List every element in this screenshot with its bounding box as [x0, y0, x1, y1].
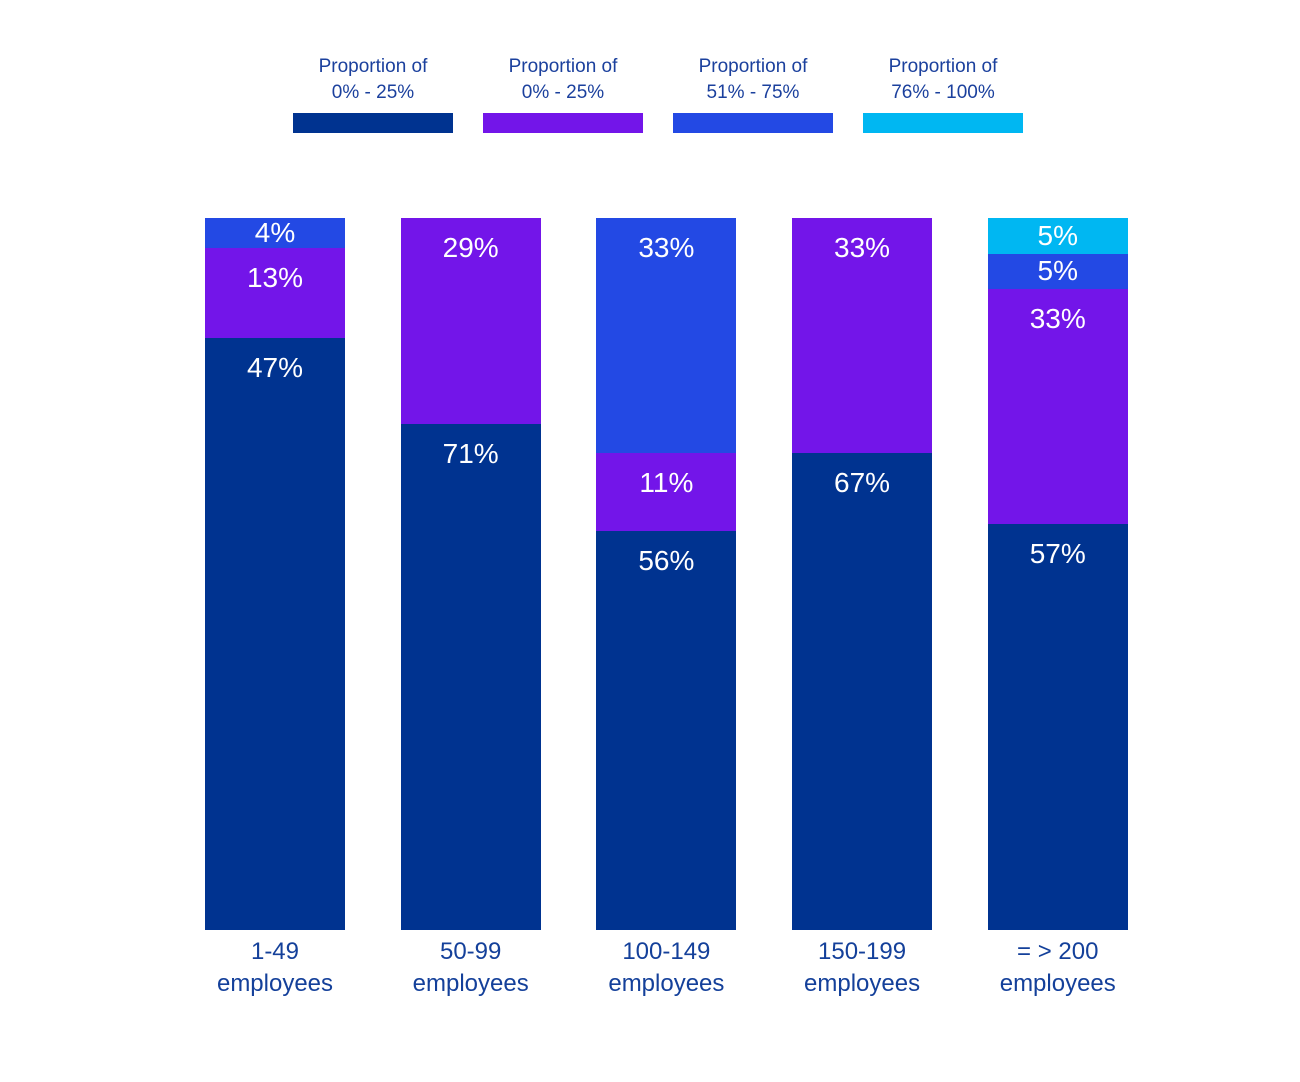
legend-label-line2: 0% - 25%: [331, 82, 415, 104]
bar-segment: 5%: [987, 253, 1128, 290]
legend: Proportion of 0% - 25% Proportion of 0% …: [293, 54, 1023, 134]
segment-value-label: 5%: [1037, 219, 1078, 251]
segment-value-label: 5%: [1037, 255, 1078, 287]
segment-value-label: 29%: [442, 232, 499, 263]
legend-label-line2: 76% - 100%: [891, 82, 995, 104]
legend-label-line1: Proportion of: [508, 56, 618, 77]
legend-label: Proportion of 51% - 75%: [699, 54, 808, 106]
x-axis-label-unit: employees: [216, 969, 334, 997]
x-axis-label: 150-199 employees: [792, 936, 932, 1000]
x-axis-label-range: = > 200: [1017, 938, 1099, 965]
legend-label-line1: Proportion of: [888, 56, 998, 77]
bar-segment: 56%: [596, 531, 737, 930]
x-axis-label-range: 100-149: [622, 938, 711, 965]
bar-segment: 67%: [792, 452, 933, 930]
bar-segment: 11%: [596, 452, 737, 532]
x-axis-label-unit: employees: [999, 969, 1116, 997]
bar-segment: 71%: [400, 424, 541, 930]
legend-label-line1: Proportion of: [318, 56, 428, 77]
stacked-bar: 5% 5% 33% 57%: [987, 218, 1128, 930]
legend-swatch: [293, 113, 453, 134]
x-axis-label: 100-149 employees: [596, 936, 736, 1000]
x-axis-label-range: 150-199: [818, 938, 907, 965]
bar-segment: 57%: [987, 524, 1128, 930]
x-axis-label-unit: employees: [412, 969, 529, 997]
bar-segment: 29%: [400, 218, 541, 425]
bar-segment: 5%: [987, 218, 1128, 254]
legend-label: Proportion of 0% - 25%: [509, 54, 618, 106]
segment-value-label: 47%: [246, 352, 304, 384]
bar-segment: 33%: [596, 218, 737, 453]
segment-value-label: 67%: [834, 466, 891, 498]
segment-value-label: 11%: [639, 466, 694, 498]
legend-swatch: [483, 113, 643, 134]
segment-value-label: 4%: [254, 216, 296, 248]
x-axis-label: = > 200 employees: [988, 936, 1128, 1000]
bar-segment: 13%: [205, 247, 345, 339]
legend-item: Proportion of 76% - 100%: [863, 54, 1023, 134]
x-axis-label-range: 1-49: [250, 938, 300, 965]
legend-swatch: [863, 113, 1023, 134]
x-axis-label-range: 50-99: [439, 938, 502, 965]
legend-item: Proportion of 51% - 75%: [673, 54, 833, 134]
segment-value-label: 13%: [246, 261, 304, 293]
segment-value-label: 33%: [834, 232, 891, 263]
x-axis-label-unit: employees: [608, 969, 725, 997]
legend-label-line2: 51% - 75%: [706, 82, 800, 104]
x-axis-label: 50-99 employees: [401, 936, 541, 1000]
bar-segment: 4%: [205, 218, 345, 248]
bar-segment: 33%: [987, 289, 1128, 525]
legend-label: Proportion of 76% - 100%: [889, 54, 998, 106]
legend-label-line1: Proportion of: [698, 56, 808, 77]
legend-swatch: [673, 113, 833, 134]
legend-label-line2: 0% - 25%: [521, 82, 605, 104]
stacked-bar: 4% 13% 47%: [205, 218, 345, 930]
stacked-bar: 33% 67%: [792, 218, 933, 930]
legend-item: Proportion of 0% - 25%: [483, 54, 643, 134]
stacked-bar: 33% 11% 56%: [596, 218, 737, 930]
x-axis-label: 1-49 employees: [205, 936, 345, 1000]
segment-value-label: 33%: [638, 232, 695, 263]
segment-value-label: 71%: [442, 438, 499, 470]
bar-segment: 47%: [205, 338, 345, 930]
segment-value-label: 33%: [1029, 303, 1086, 335]
legend-item: Proportion of 0% - 25%: [293, 54, 453, 134]
bar-chart: 4% 13% 47% 29% 71% 33% 11% 56% 33% 67% 5% 5% 33% 57%: [205, 218, 1128, 930]
x-axis-label-unit: employees: [804, 969, 921, 997]
stacked-bar: 29% 71%: [400, 218, 541, 930]
segment-value-label: 56%: [638, 545, 695, 577]
legend-label: Proportion of 0% - 25%: [319, 54, 428, 106]
segment-value-label: 57%: [1029, 538, 1086, 570]
bar-segment: 33%: [792, 218, 933, 453]
x-axis: 1-49 employees 50-99 employees 100-149 employ…: [205, 936, 1128, 1000]
